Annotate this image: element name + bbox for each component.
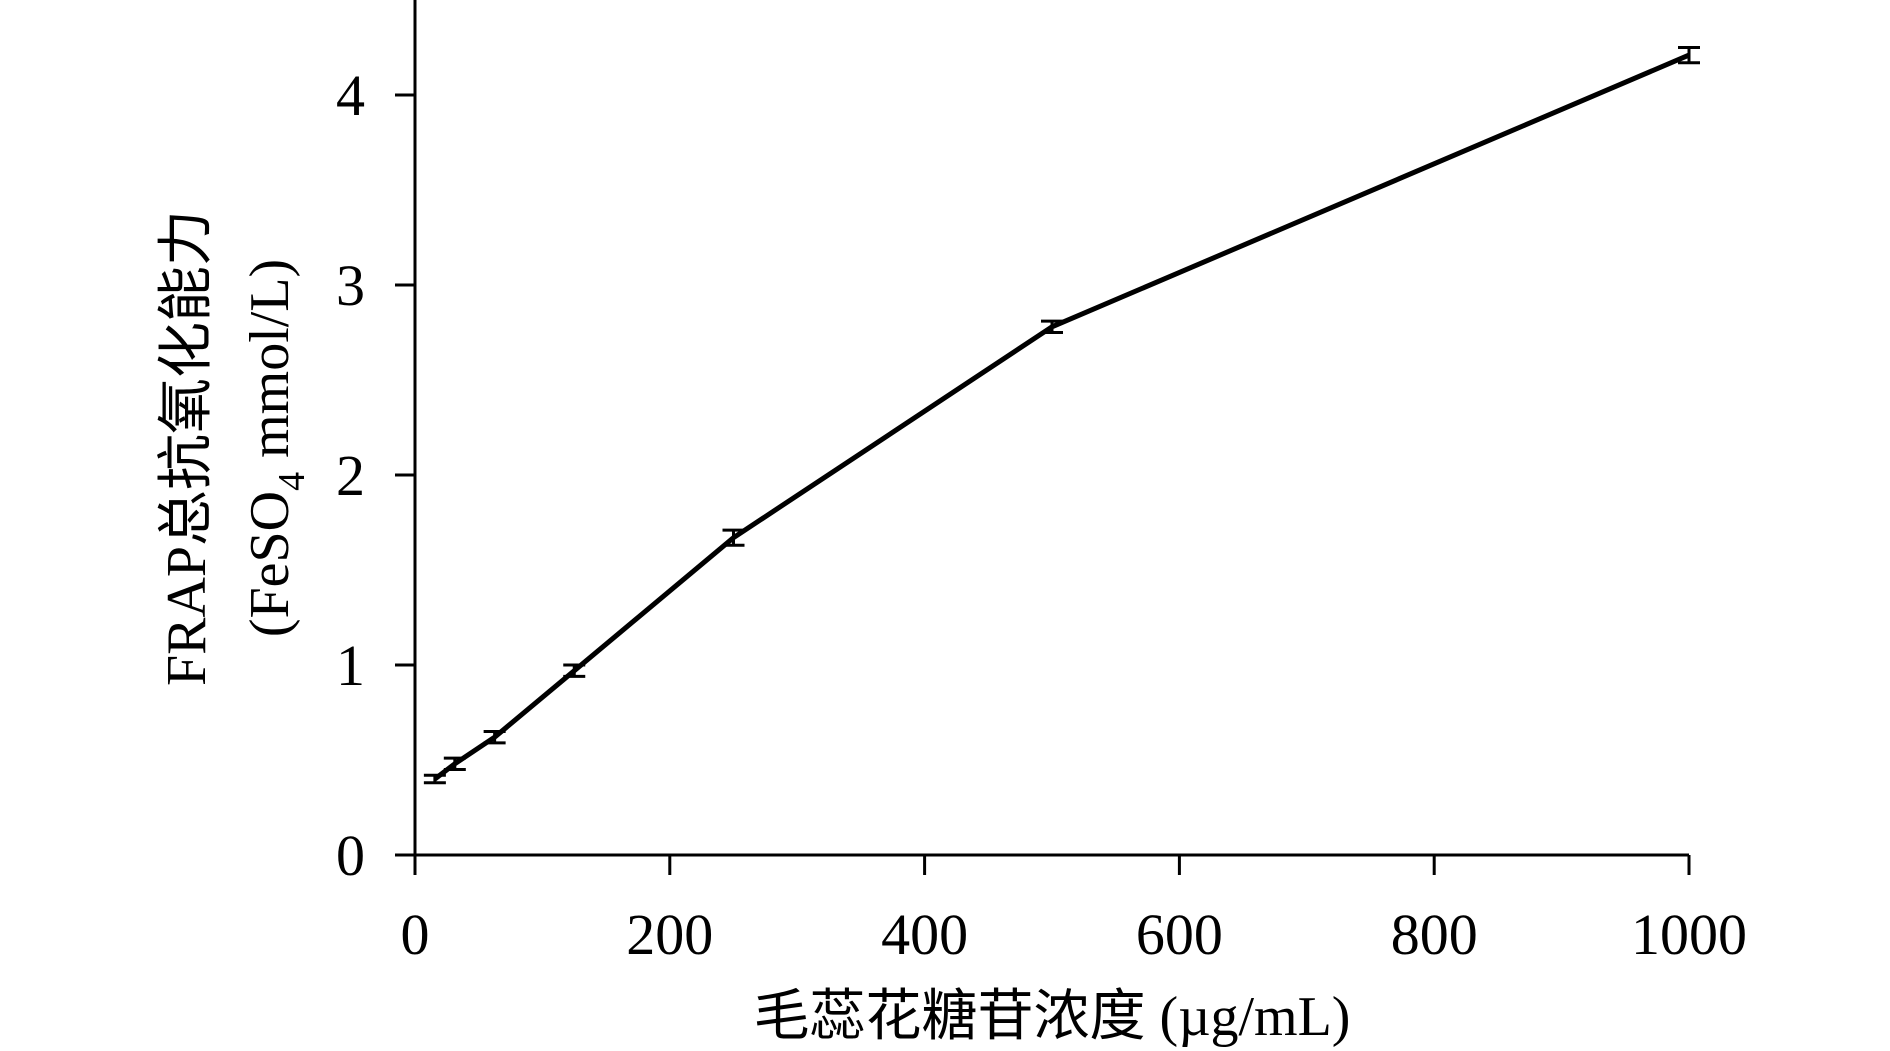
y-axis-title-line2: (FeSO4 mmol/L) bbox=[239, 259, 313, 637]
y-axis-ticks: 0 1 2 3 4 bbox=[336, 63, 415, 888]
x-axis-ticks: 0 200 400 600 800 1000 bbox=[401, 855, 1747, 967]
y-tick-label: 3 bbox=[336, 253, 365, 318]
data-point bbox=[1041, 319, 1063, 334]
data-point bbox=[443, 756, 466, 771]
y-tick-label: 4 bbox=[336, 63, 365, 128]
x-axis-title: 毛蕊花糖苷浓度 (µg/mL) bbox=[754, 986, 1351, 1048]
x-tick-label: 0 bbox=[401, 902, 430, 967]
y-axis-title-subscript: 4 bbox=[271, 472, 313, 491]
y-tick-label: 0 bbox=[336, 823, 365, 888]
data-point bbox=[563, 663, 586, 678]
y-axis-title-line1: FRAP总抗氧化能力 bbox=[156, 210, 218, 686]
x-tick-label: 200 bbox=[626, 902, 713, 967]
data-point bbox=[1678, 46, 1700, 65]
data-series bbox=[423, 46, 1700, 785]
y-tick-label: 2 bbox=[336, 443, 365, 508]
series-line bbox=[433, 52, 1690, 781]
y-axis-title: FRAP总抗氧化能力 (FeSO4 mmol/L) bbox=[156, 210, 313, 686]
x-tick-label: 800 bbox=[1391, 902, 1478, 967]
x-tick-label: 400 bbox=[881, 902, 968, 967]
y-axis-title-suffix: mmol/L) bbox=[239, 259, 301, 472]
x-tick-label: 600 bbox=[1136, 902, 1223, 967]
data-point bbox=[722, 528, 745, 547]
data-point bbox=[483, 730, 506, 745]
y-axis-title-prefix: (FeSO bbox=[239, 491, 301, 637]
x-tick-label: 1000 bbox=[1631, 902, 1747, 967]
y-tick-label: 1 bbox=[336, 633, 365, 698]
data-point bbox=[423, 773, 446, 785]
